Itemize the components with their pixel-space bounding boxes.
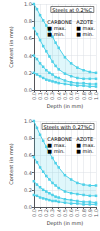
svg-text:■ min.: ■ min. — [47, 31, 65, 37]
svg-text:0.3: 0.3 — [49, 209, 55, 217]
svg-text:0.8: 0.8 — [24, 135, 32, 141]
svg-text:0.6: 0.6 — [24, 152, 32, 158]
svg-text:0.2: 0.2 — [43, 209, 49, 217]
svg-text:■ max.: ■ max. — [76, 25, 95, 32]
svg-text:Content (in mm): Content (in mm) — [8, 143, 14, 184]
svg-text:0.3: 0.3 — [49, 92, 55, 100]
svg-text:■ min.: ■ min. — [47, 148, 65, 154]
svg-text:AZOTE: AZOTE — [76, 136, 94, 143]
svg-text:1.0: 1.0 — [24, 1, 32, 7]
svg-text:■ max.: ■ max. — [47, 25, 67, 32]
svg-text:0.8: 0.8 — [81, 209, 87, 217]
svg-text:CARBONE: CARBONE — [47, 136, 72, 143]
svg-text:0.1: 0.1 — [37, 209, 43, 217]
svg-text:0.9: 0.9 — [87, 92, 93, 100]
svg-text:■ min.: ■ min. — [76, 31, 94, 37]
svg-text:0.0: 0.0 — [31, 92, 37, 100]
svg-text:0.4: 0.4 — [24, 53, 32, 59]
svg-text:0.5: 0.5 — [62, 209, 68, 217]
svg-text:0.6: 0.6 — [68, 209, 74, 217]
svg-text:Depth (in mm): Depth (in mm) — [47, 103, 84, 110]
svg-text:0.6: 0.6 — [68, 92, 74, 100]
svg-text:CARBONE: CARBONE — [47, 19, 72, 26]
svg-text:Depth (in mm): Depth (in mm) — [47, 220, 84, 227]
svg-text:0.8: 0.8 — [81, 92, 87, 100]
svg-text:0.6: 0.6 — [24, 35, 32, 41]
svg-text:0.7: 0.7 — [74, 209, 80, 217]
svg-text:1.0: 1.0 — [93, 92, 99, 100]
svg-text:0.1: 0.1 — [37, 92, 43, 100]
svg-text:0.0: 0.0 — [31, 209, 37, 217]
svg-text:Steels at 0.2%C: Steels at 0.2%C — [52, 7, 92, 13]
svg-text:0.7: 0.7 — [74, 92, 80, 100]
svg-text:0.2: 0.2 — [24, 187, 32, 193]
svg-text:0.5: 0.5 — [62, 92, 68, 100]
svg-text:■ max.: ■ max. — [76, 142, 95, 149]
svg-text:0.0: 0.0 — [23, 87, 32, 93]
svg-text:Content (in mm): Content (in mm) — [8, 26, 14, 67]
svg-text:0.4: 0.4 — [56, 209, 62, 217]
svg-text:0.4: 0.4 — [56, 92, 62, 100]
svg-text:■ max.: ■ max. — [47, 142, 67, 149]
svg-text:AZOTE: AZOTE — [76, 19, 94, 26]
svg-text:1.0: 1.0 — [93, 209, 99, 217]
svg-text:0.4: 0.4 — [24, 170, 32, 176]
svg-text:0.8: 0.8 — [24, 18, 32, 24]
svg-text:1.0: 1.0 — [24, 118, 32, 124]
svg-text:■ min.: ■ min. — [76, 148, 94, 154]
svg-text:0.2: 0.2 — [24, 70, 32, 76]
svg-text:0.2: 0.2 — [43, 92, 49, 100]
svg-text:0.9: 0.9 — [87, 209, 93, 217]
svg-text:0.0: 0.0 — [23, 204, 32, 210]
svg-text:Steels with 0.27%C: Steels with 0.27%C — [44, 124, 93, 130]
